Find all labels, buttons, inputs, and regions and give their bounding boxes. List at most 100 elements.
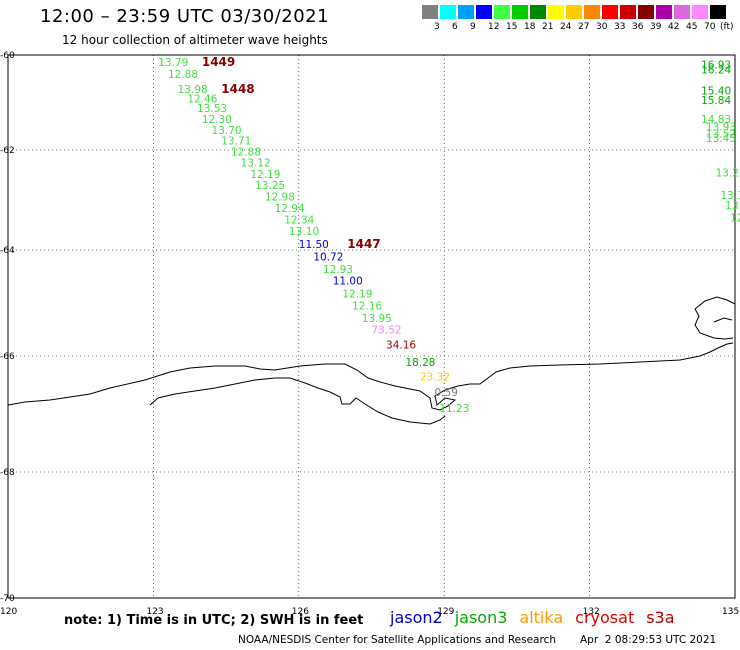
color-scale-swatch (440, 5, 456, 19)
color-scale-label: 36 (632, 22, 644, 32)
wave-height-label: 15.84 (701, 95, 731, 107)
lat-tick-label: -70 (0, 594, 15, 604)
satellite-legend-item: altika (519, 608, 564, 627)
satellite-legend-item: cryosat (575, 608, 635, 627)
color-scale-label: 30 (596, 22, 608, 32)
color-scale-label: 18 (524, 22, 536, 32)
color-scale-swatch (458, 5, 474, 19)
wave-height-label: 13.53 (197, 103, 227, 115)
color-scale-label: 9 (470, 22, 476, 32)
wave-height-label: 13.95 (362, 313, 392, 325)
coastline (7, 296, 736, 425)
wave-height-label: 16.24 (701, 64, 731, 76)
color-scale-label: 21 (542, 22, 554, 32)
map-subtitle: 12 hour collection of altimeter wave hei… (62, 33, 328, 47)
wave-height-label: 11.23 (439, 403, 469, 415)
wave-height-label: 13.10 (289, 226, 319, 238)
wave-height-label: 13.52 (706, 128, 736, 140)
color-scale-label: 33 (614, 22, 626, 32)
lat-tick-label: -62 (0, 146, 15, 156)
wave-height-label: 13.22 (716, 168, 740, 180)
coast-cape-east (694, 308, 734, 340)
color-scale-label: 70 (704, 22, 716, 32)
lat-tick-label: -60 (0, 51, 15, 61)
coast-shelf-east (694, 296, 736, 310)
lon-tick-label: 120 (0, 607, 17, 617)
lon-tick-label: 132 (583, 607, 600, 617)
satellite-legend: jason2 jason3 altika cryosat s3a (390, 608, 687, 627)
color-scale-swatch (494, 5, 510, 19)
color-scale-unit: (ft) (720, 22, 734, 32)
wave-height-label: 13.70 (212, 125, 242, 137)
wave-height-label: 13.71 (221, 136, 251, 148)
lon-tick-label: 135 (722, 607, 739, 617)
color-scale-swatch (476, 5, 492, 19)
antarctic-coastline (7, 342, 734, 411)
map-title: 12:00 – 23:59 UTC 03/30/2021 (40, 6, 330, 27)
satellite-legend-item: jason2 (390, 608, 443, 627)
wave-height-label: 13.18 (720, 190, 740, 202)
wave-height-label: 34.16 (386, 339, 416, 351)
wave-height-label: 11.00 (333, 276, 363, 288)
color-scale-label: 24 (560, 22, 572, 32)
wave-height-label: 12.34 (284, 215, 314, 227)
wave-height-label: 14.83 (701, 114, 731, 126)
time-label: 1448 (221, 82, 254, 96)
color-scale-label: 42 (668, 22, 680, 32)
wave-height-label: 13.12 (241, 158, 271, 170)
wave-height-label: 13.05 (725, 200, 740, 212)
wave-height-label: 13.25 (255, 180, 285, 192)
color-scale-label: 27 (578, 22, 590, 32)
color-scale-swatch (602, 5, 618, 19)
color-scale-swatch (638, 5, 654, 19)
color-scale-label: 12 (488, 22, 500, 32)
wave-height-label: 12.93 (323, 264, 353, 276)
wave-height-label: 12.88 (231, 147, 261, 159)
color-scale-label: 6 (452, 22, 458, 32)
time-label: 1449 (202, 55, 235, 69)
color-scale-label: 45 (686, 22, 698, 32)
coast-coast-east-2 (713, 317, 733, 323)
time-label: 1447 (347, 237, 380, 251)
wave-height-label: 12.98 (265, 192, 295, 204)
color-scale-swatch (548, 5, 564, 19)
satellite-legend-item: s3a (646, 608, 675, 627)
wave-height-label: 12.30 (202, 114, 232, 126)
lat-tick-label: -64 (0, 246, 15, 256)
color-scale-swatch (530, 5, 546, 19)
color-scale-swatch (620, 5, 636, 19)
lon-tick-label: 129 (437, 607, 454, 617)
wave-height-label: 73.52 (372, 325, 402, 337)
grid-lines (7, 54, 736, 599)
footer-note: note: 1) Time is in UTC; 2) SWH is in fe… (64, 613, 364, 628)
wave-height-label: 13.45 (706, 133, 736, 145)
wave-height-label: 13.79 (158, 57, 188, 69)
wave-height-label: 12.16 (352, 301, 382, 313)
generation-timestamp: Apr 2 08:29:53 UTC 2021 (580, 634, 717, 646)
wave-height-label: 0.59 (435, 387, 458, 399)
color-scale-swatch (566, 5, 582, 19)
coast-inlet-west (149, 377, 446, 425)
wave-height-label: 11.50 (299, 239, 329, 251)
wave-height-label: 13.93 (706, 121, 736, 133)
color-scale-swatch (512, 5, 528, 19)
color-scale-swatch (584, 5, 600, 19)
color-scale-swatch (656, 5, 672, 19)
credit-line: NOAA/NESDIS Center for Satellite Applica… (238, 634, 556, 646)
lat-tick-label: -68 (0, 468, 15, 478)
wave-height-label: 13.98 (178, 84, 208, 96)
color-scale-swatch (422, 5, 438, 19)
wave-height-label: 18.28 (405, 357, 435, 369)
wave-height-label: 15.40 (701, 86, 731, 98)
wave-height-label: 23.32 (420, 371, 450, 383)
wave-height-label: 12.90 (730, 213, 740, 225)
wave-height-label: 12.19 (342, 288, 372, 300)
wave-height-label: 12.88 (168, 69, 198, 81)
color-scale-label: 15 (506, 22, 518, 32)
lon-tick-label: 123 (146, 607, 163, 617)
color-scale-label: 3 (434, 22, 440, 32)
color-scale-label: 39 (650, 22, 662, 32)
wave-height-label: 10.72 (313, 251, 343, 263)
color-scale-swatch (692, 5, 708, 19)
